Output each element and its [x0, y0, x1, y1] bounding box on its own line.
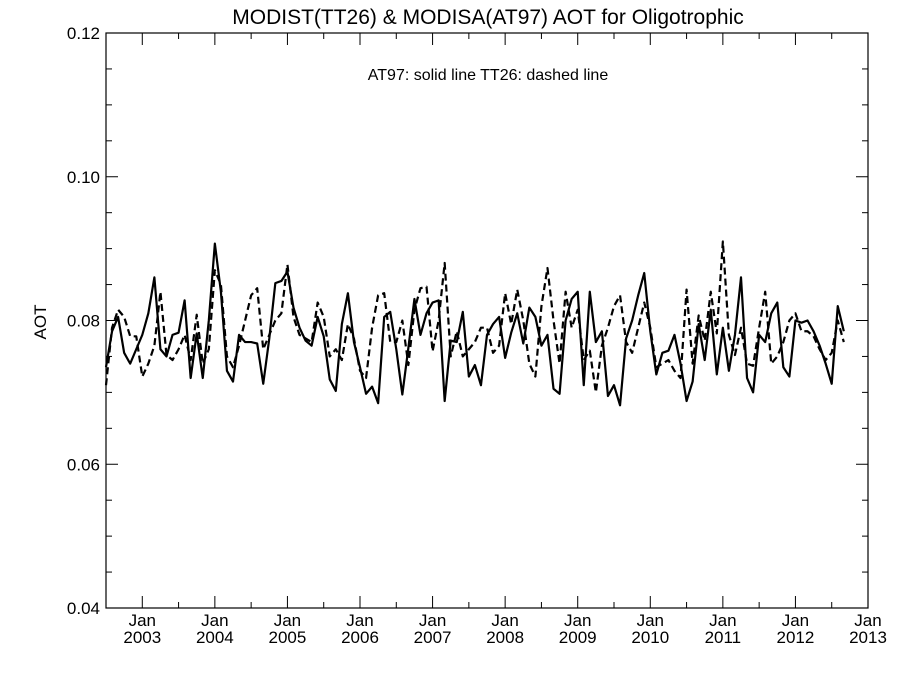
x-tick-month-label: Jan	[274, 611, 301, 630]
y-tick-label: 0.10	[67, 168, 100, 187]
axis-ticks: 0.040.060.080.100.12Jan2003Jan2004Jan200…	[67, 24, 887, 647]
legend-annotation: AT97: solid line TT26: dashed line	[368, 67, 609, 84]
x-tick-year-label: 2013	[849, 628, 887, 647]
x-tick-year-label: 2007	[414, 628, 452, 647]
series-line-at97	[104, 242, 845, 407]
x-tick-year-label: 2011	[705, 628, 742, 647]
x-tick-year-label: 2003	[123, 628, 161, 647]
x-tick-month-label: Jan	[637, 611, 664, 630]
x-tick-month-label: Jan	[782, 611, 809, 630]
y-tick-label: 0.12	[67, 24, 100, 43]
x-tick-year-label: 2008	[486, 628, 524, 647]
x-tick-year-label: 2006	[341, 628, 379, 647]
x-tick-month-label: Jan	[709, 611, 736, 630]
y-tick-label: 0.06	[67, 455, 100, 474]
y-axis-label: AOT	[31, 305, 50, 340]
x-tick-year-label: 2009	[559, 628, 597, 647]
x-tick-month-label: Jan	[346, 611, 373, 630]
x-tick-month-label: Jan	[129, 611, 156, 630]
x-tick-year-label: 2010	[631, 628, 669, 647]
chart-title: MODIST(TT26) & MODISA(AT97) AOT for Olig…	[232, 6, 744, 29]
y-tick-label: 0.04	[67, 599, 100, 618]
x-tick-year-label: 2005	[269, 628, 307, 647]
x-tick-year-label: 2012	[777, 628, 815, 647]
plot-frame	[105, 32, 869, 609]
x-tick-month-label: Jan	[854, 611, 881, 630]
x-tick-month-label: Jan	[201, 611, 228, 630]
x-tick-year-label: 2004	[196, 628, 234, 647]
x-tick-month-label: Jan	[419, 611, 446, 630]
series-layer	[104, 240, 845, 407]
y-tick-label: 0.08	[67, 312, 100, 331]
x-tick-month-label: Jan	[491, 611, 518, 630]
x-tick-month-label: Jan	[564, 611, 591, 630]
